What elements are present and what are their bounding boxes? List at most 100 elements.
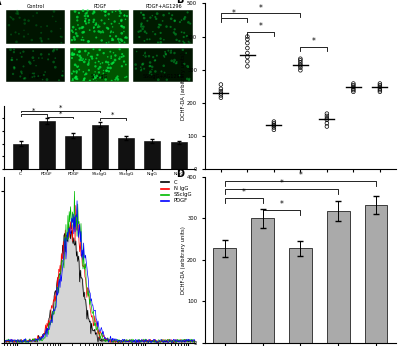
Bar: [251, 218, 274, 343]
Point: [106, 11, 112, 17]
Point: [377, 86, 383, 91]
Point: [91, 29, 98, 34]
Point: [158, 36, 164, 42]
Point: [377, 81, 383, 86]
Point: [158, 39, 164, 45]
Point: [178, 17, 185, 23]
Point: [171, 59, 177, 65]
Point: [98, 38, 105, 43]
Point: [86, 39, 92, 44]
Point: [271, 119, 277, 124]
Point: [218, 91, 224, 96]
Point: [48, 29, 54, 34]
Point: [74, 52, 81, 58]
Point: [90, 19, 97, 25]
Point: [53, 19, 59, 24]
Point: [166, 10, 172, 16]
Point: [82, 16, 89, 21]
Point: [73, 74, 80, 80]
Point: [100, 68, 107, 73]
Point: [187, 40, 193, 46]
Point: [185, 64, 192, 70]
Point: [80, 8, 86, 13]
Point: [107, 33, 113, 39]
Point: [11, 64, 17, 70]
Point: [95, 66, 102, 72]
Point: [108, 78, 115, 83]
Text: B: B: [176, 0, 184, 5]
Point: [110, 60, 117, 65]
Point: [138, 67, 144, 73]
Y-axis label: DCHF-DA (arbitrary units): DCHF-DA (arbitrary units): [181, 226, 186, 294]
Point: [76, 10, 82, 16]
Point: [148, 72, 155, 78]
Point: [92, 22, 99, 28]
Point: [116, 56, 122, 62]
Point: [16, 31, 22, 37]
Point: [45, 36, 52, 42]
Point: [104, 25, 110, 30]
Point: [74, 64, 81, 70]
Point: [147, 60, 153, 65]
Point: [27, 61, 34, 66]
Point: [78, 37, 85, 43]
Point: [137, 28, 144, 34]
Point: [81, 76, 88, 82]
Point: [150, 29, 156, 35]
Point: [133, 66, 139, 71]
Point: [168, 48, 174, 53]
Point: [71, 52, 78, 57]
Point: [28, 37, 35, 43]
Point: [11, 65, 18, 70]
Point: [181, 30, 187, 36]
Point: [11, 49, 17, 55]
Point: [90, 46, 97, 52]
Point: [142, 51, 148, 56]
Point: [15, 11, 21, 17]
Point: [69, 50, 76, 56]
Point: [96, 24, 103, 29]
Point: [118, 54, 125, 60]
Point: [97, 75, 103, 80]
Point: [92, 60, 98, 65]
Point: [105, 65, 111, 71]
Point: [100, 28, 106, 34]
Point: [105, 26, 112, 31]
Point: [154, 53, 160, 58]
Point: [11, 47, 17, 52]
Point: [324, 111, 330, 116]
Point: [181, 16, 188, 22]
Point: [172, 61, 179, 66]
Point: [82, 48, 88, 54]
Point: [147, 69, 154, 75]
Point: [38, 36, 44, 41]
Point: [106, 62, 112, 67]
Point: [377, 82, 383, 88]
Point: [103, 40, 110, 46]
Point: [26, 59, 32, 65]
Point: [69, 55, 75, 61]
Point: [324, 117, 330, 123]
Point: [81, 29, 87, 35]
Point: [13, 11, 20, 16]
Point: [119, 38, 125, 44]
Point: [122, 35, 128, 40]
Bar: [214, 248, 236, 343]
Point: [109, 36, 116, 42]
Point: [152, 31, 158, 37]
Point: [153, 16, 160, 21]
Point: [50, 48, 56, 54]
Point: [140, 61, 146, 66]
Point: [42, 69, 48, 75]
Point: [110, 37, 116, 43]
FancyBboxPatch shape: [70, 48, 129, 82]
Point: [121, 13, 128, 18]
Point: [100, 51, 107, 56]
Text: *: *: [312, 37, 316, 46]
Point: [218, 93, 224, 98]
Point: [104, 54, 111, 60]
Point: [158, 30, 164, 36]
Point: [20, 64, 27, 69]
Point: [16, 15, 23, 20]
FancyBboxPatch shape: [70, 10, 129, 44]
